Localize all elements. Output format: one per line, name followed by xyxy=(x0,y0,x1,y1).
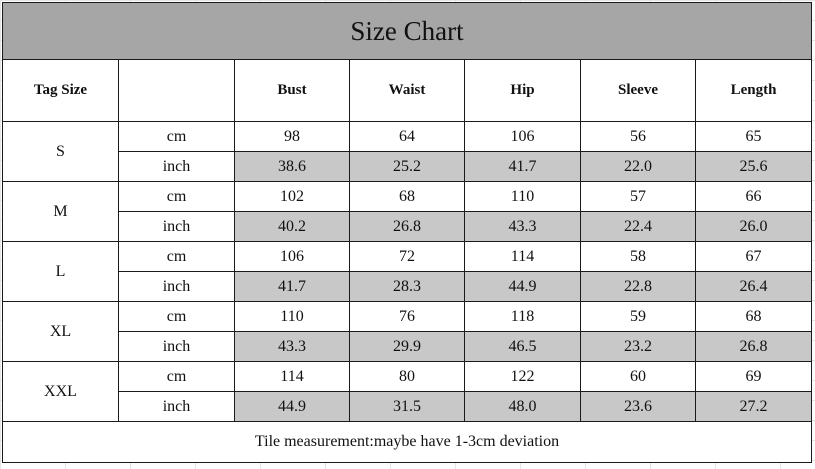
measurement-cell: 98 xyxy=(234,121,350,152)
measurement-cell: 69 xyxy=(694,361,813,392)
measurement-cell: 66 xyxy=(694,181,813,212)
unit-inch-cell: inch xyxy=(118,151,235,182)
measurement-cell: 38.6 xyxy=(234,151,350,182)
measurement-cell: 44.9 xyxy=(234,391,350,422)
header-row: Tag Size Bust Waist Hip Sleeve Length xyxy=(2,59,813,122)
measurement-cell: 23.2 xyxy=(580,331,696,362)
tag-size-cell: XL xyxy=(2,301,119,362)
measurement-cell: 65 xyxy=(694,121,813,152)
measurement-cell: 41.7 xyxy=(234,271,350,302)
measurement-cell: 72 xyxy=(349,241,465,272)
measurement-cell: 114 xyxy=(464,241,581,272)
tag-size-cell: L xyxy=(2,241,119,302)
measurement-cell: 58 xyxy=(580,241,696,272)
table-row: inch 43.3 29.9 46.5 23.2 26.8 xyxy=(3,331,813,362)
unit-inch-cell: inch xyxy=(118,211,235,242)
header-length: Length xyxy=(694,59,813,122)
unit-cm-cell: cm xyxy=(118,241,235,272)
header-waist: Waist xyxy=(349,59,465,122)
tag-size-cell: XXL xyxy=(2,361,119,422)
unit-cm-cell: cm xyxy=(118,181,235,212)
footer-note: Tile measurement:maybe have 1-3cm deviat… xyxy=(1,421,813,463)
measurement-cell: 41.7 xyxy=(464,151,581,182)
size-chart-table: Size Chart Tag Size Bust Waist Hip Sleev… xyxy=(1,2,813,463)
unit-cm-cell: cm xyxy=(118,121,235,152)
measurement-cell: 28.3 xyxy=(349,271,465,302)
tag-size-cell: S xyxy=(2,121,119,182)
measurement-cell: 43.3 xyxy=(464,211,581,242)
measurement-cell: 114 xyxy=(234,361,350,392)
measurement-cell: 76 xyxy=(349,301,465,332)
table-row: XL cm 110 76 118 59 68 xyxy=(2,301,813,362)
header-bust: Bust xyxy=(234,59,350,122)
measurement-cell: 118 xyxy=(464,301,581,332)
measurement-cell: 46.5 xyxy=(464,331,581,362)
measurement-cell: 25.6 xyxy=(694,151,813,182)
measurement-cell: 60 xyxy=(580,361,696,392)
measurement-cell: 44.9 xyxy=(464,271,581,302)
measurement-cell: 106 xyxy=(464,121,581,152)
measurement-cell: 43.3 xyxy=(234,331,350,362)
measurement-cell: 59 xyxy=(580,301,696,332)
unit-cm-cell: cm xyxy=(118,301,235,332)
measurement-cell: 31.5 xyxy=(349,391,465,422)
measurement-cell: 110 xyxy=(464,181,581,212)
measurement-cell: 80 xyxy=(349,361,465,392)
measurement-cell: 68 xyxy=(349,181,465,212)
measurement-cell: 106 xyxy=(234,241,350,272)
unit-inch-cell: inch xyxy=(118,271,235,302)
footer-row: Tile measurement:maybe have 1-3cm deviat… xyxy=(1,421,813,463)
measurement-cell: 26.0 xyxy=(694,211,813,242)
chart-title: Size Chart xyxy=(1,2,813,60)
table-row: XXL cm 114 80 122 60 69 xyxy=(2,361,813,422)
measurement-cell: 26.4 xyxy=(694,271,813,302)
measurement-cell: 56 xyxy=(580,121,696,152)
measurement-cell: 22.4 xyxy=(580,211,696,242)
measurement-cell: 25.2 xyxy=(349,151,465,182)
measurement-cell: 122 xyxy=(464,361,581,392)
unit-inch-cell: inch xyxy=(118,391,235,422)
table-row: inch 38.6 25.2 41.7 22.0 25.6 xyxy=(3,151,813,182)
table-row: inch 44.9 31.5 48.0 23.6 27.2 xyxy=(3,391,813,422)
measurement-cell: 67 xyxy=(694,241,813,272)
measurement-cell: 22.8 xyxy=(580,271,696,302)
measurement-cell: 40.2 xyxy=(234,211,350,242)
table-row: inch 40.2 26.8 43.3 22.4 26.0 xyxy=(3,211,813,242)
unit-cm-cell: cm xyxy=(118,361,235,392)
measurement-cell: 64 xyxy=(349,121,465,152)
table-row: inch 41.7 28.3 44.9 22.8 26.4 xyxy=(3,271,813,302)
measurement-cell: 110 xyxy=(234,301,350,332)
unit-inch-cell: inch xyxy=(118,331,235,362)
measurement-cell: 29.9 xyxy=(349,331,465,362)
header-sleeve: Sleeve xyxy=(580,59,696,122)
measurement-cell: 22.0 xyxy=(580,151,696,182)
measurement-cell: 48.0 xyxy=(464,391,581,422)
measurement-cell: 27.2 xyxy=(694,391,813,422)
tag-size-cell: M xyxy=(2,181,119,242)
measurement-cell: 68 xyxy=(694,301,813,332)
measurement-cell: 26.8 xyxy=(694,331,813,362)
measurement-cell: 23.6 xyxy=(580,391,696,422)
header-unit xyxy=(118,59,235,122)
header-hip: Hip xyxy=(464,59,581,122)
header-tag-size: Tag Size xyxy=(2,59,119,122)
measurement-cell: 26.8 xyxy=(349,211,465,242)
measurement-cell: 102 xyxy=(234,181,350,212)
measurement-cell: 57 xyxy=(580,181,696,212)
